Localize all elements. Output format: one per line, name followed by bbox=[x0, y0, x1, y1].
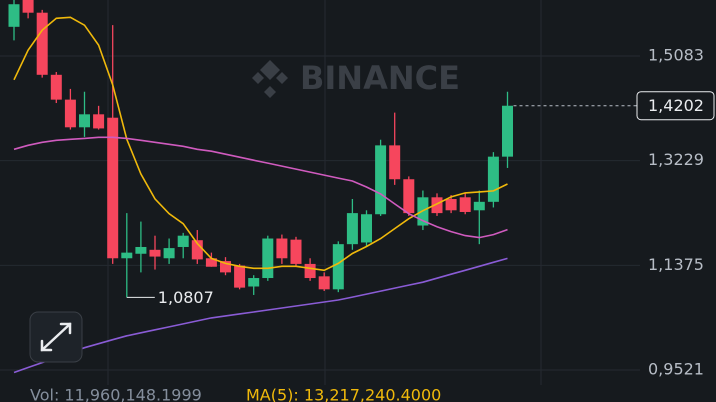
candle-body bbox=[191, 240, 203, 260]
candle-body bbox=[220, 261, 231, 273]
y-tick-label: 0,9521 bbox=[648, 359, 704, 378]
y-tick-label: 1,1375 bbox=[648, 255, 704, 274]
candle-body bbox=[502, 105, 513, 157]
candle-body bbox=[248, 278, 260, 287]
candle-body bbox=[389, 145, 401, 180]
candle-body bbox=[318, 276, 330, 290]
candle-body bbox=[234, 265, 246, 288]
last-price-box bbox=[636, 91, 715, 121]
candle-body bbox=[459, 197, 471, 212]
y-tick-label: 1,5083 bbox=[648, 46, 704, 65]
candle-body bbox=[107, 117, 119, 259]
candle-body bbox=[177, 235, 189, 247]
ma-line bbox=[13, 16, 508, 272]
candle-body bbox=[375, 145, 387, 215]
candle-body bbox=[403, 179, 415, 214]
volume-text: Vol: 11,960,148.1999 bbox=[30, 386, 202, 402]
candle-body bbox=[487, 156, 499, 202]
candle-body bbox=[361, 214, 372, 243]
candle-body bbox=[8, 4, 20, 27]
y-tick-label: 1,3229 bbox=[648, 150, 704, 169]
candle-body bbox=[36, 12, 48, 75]
candle-body bbox=[93, 114, 105, 129]
low-marker-label: 1,0807 bbox=[158, 288, 214, 307]
watermark: BINANCE bbox=[300, 59, 460, 97]
last-price-label: 1,4202 bbox=[648, 96, 704, 115]
volume-ma-text: MA(5): 13,217,240.4000 bbox=[246, 386, 441, 402]
candle-body bbox=[135, 246, 147, 254]
candle-body bbox=[79, 114, 90, 128]
candle-body bbox=[431, 197, 443, 214]
ma-line bbox=[13, 136, 508, 239]
candle-body bbox=[276, 238, 288, 259]
candle-body bbox=[163, 248, 175, 259]
candle-body bbox=[290, 239, 302, 264]
candle-body bbox=[332, 244, 344, 290]
candle-body bbox=[262, 238, 274, 279]
candle-body bbox=[205, 258, 217, 267]
candle-body bbox=[121, 252, 133, 259]
candle-body bbox=[149, 249, 161, 257]
candle-body bbox=[346, 213, 358, 245]
watermark-logo bbox=[252, 60, 288, 98]
candle-body bbox=[445, 198, 457, 211]
expand-icon[interactable] bbox=[40, 322, 72, 352]
candle-body bbox=[64, 99, 76, 128]
candle-body bbox=[22, 0, 34, 13]
ma-line bbox=[13, 257, 508, 374]
candle-body bbox=[50, 74, 62, 100]
candle-body bbox=[473, 201, 485, 211]
candle-body bbox=[304, 263, 316, 279]
